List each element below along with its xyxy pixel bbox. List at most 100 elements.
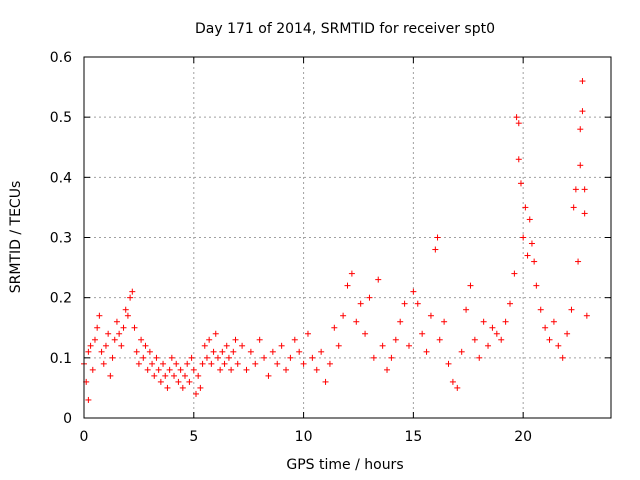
data-point — [96, 312, 103, 319]
x-tick-label: 20 — [514, 429, 532, 445]
y-tick-label: 0.4 — [50, 170, 72, 186]
data-point — [217, 366, 224, 373]
data-point — [157, 378, 164, 385]
data-point — [247, 348, 254, 355]
data-point — [449, 378, 456, 385]
data-point — [214, 354, 221, 361]
data-point — [109, 354, 116, 361]
data-point — [313, 366, 320, 373]
data-point — [570, 204, 577, 211]
data-point — [230, 348, 237, 355]
data-point — [124, 312, 131, 319]
data-point — [326, 360, 333, 367]
data-point — [184, 360, 191, 367]
data-point — [85, 396, 92, 403]
data-point — [127, 294, 134, 301]
data-point — [583, 312, 590, 319]
data-point — [517, 180, 524, 187]
data-point — [467, 282, 474, 289]
data-point — [162, 372, 169, 379]
data-point — [577, 126, 584, 133]
data-point — [454, 384, 461, 391]
data-point — [135, 360, 142, 367]
data-point — [190, 366, 197, 373]
data-point — [515, 120, 522, 127]
data-point — [388, 354, 395, 361]
data-point — [133, 348, 140, 355]
data-point — [458, 348, 465, 355]
data-point — [283, 366, 290, 373]
data-point — [300, 360, 307, 367]
data-point — [410, 288, 417, 295]
data-point — [432, 246, 439, 253]
data-point — [405, 342, 412, 349]
data-point — [113, 318, 120, 325]
x-axis-label: GPS time / hours — [286, 457, 403, 473]
data-point — [537, 306, 544, 313]
data-point — [340, 312, 347, 319]
data-point — [160, 360, 167, 367]
y-tick-label: 0.2 — [50, 291, 72, 307]
axis-ticks: 0 0.1 0.2 0.3 0.4 0.5 0.6 0 5 10 15 20 — [50, 50, 611, 445]
data-point — [186, 378, 193, 385]
data-point — [144, 366, 151, 373]
data-point — [427, 312, 434, 319]
data-point — [370, 354, 377, 361]
data-point — [414, 300, 421, 307]
data-point — [579, 108, 586, 115]
data-point — [445, 360, 452, 367]
y-tick-label: 0.3 — [50, 231, 72, 247]
data-point — [471, 336, 478, 343]
data-point — [111, 336, 118, 343]
data-point — [419, 330, 426, 337]
data-point — [441, 318, 448, 325]
data-point — [118, 342, 125, 349]
data-point — [208, 360, 215, 367]
data-point — [261, 354, 268, 361]
data-point — [401, 300, 408, 307]
data-point — [89, 366, 96, 373]
data-point — [171, 372, 178, 379]
data-point — [506, 300, 513, 307]
data-point — [228, 366, 235, 373]
y-tick-label: 0.6 — [50, 50, 72, 66]
data-point — [252, 360, 259, 367]
data-point — [206, 336, 213, 343]
data-point — [522, 204, 529, 211]
data-point — [239, 342, 246, 349]
data-point — [153, 354, 160, 361]
data-point — [129, 288, 136, 295]
data-point — [98, 348, 105, 355]
data-point — [353, 318, 360, 325]
data-point — [581, 210, 588, 217]
x-tick-label: 0 — [80, 429, 89, 445]
data-point — [138, 336, 145, 343]
data-point — [318, 348, 325, 355]
data-point — [287, 354, 294, 361]
data-point — [375, 276, 382, 283]
data-point — [436, 336, 443, 343]
data-point — [520, 234, 527, 241]
data-point — [177, 366, 184, 373]
data-point — [223, 342, 230, 349]
data-point — [166, 366, 173, 373]
data-point — [366, 294, 373, 301]
data-point — [357, 300, 364, 307]
data-point — [243, 366, 250, 373]
data-point — [155, 366, 162, 373]
data-point — [85, 348, 92, 355]
data-point — [581, 186, 588, 193]
data-point — [221, 360, 228, 367]
data-point — [122, 306, 129, 313]
data-point — [195, 372, 202, 379]
data-point — [232, 336, 239, 343]
data-point — [489, 324, 496, 331]
chart-title: Day 171 of 2014, SRMTID for receiver spt… — [195, 21, 495, 37]
data-point — [210, 348, 217, 355]
data-point — [116, 330, 123, 337]
data-point — [142, 342, 149, 349]
data-point — [579, 78, 586, 85]
data-point — [146, 348, 153, 355]
data-point — [348, 270, 355, 277]
